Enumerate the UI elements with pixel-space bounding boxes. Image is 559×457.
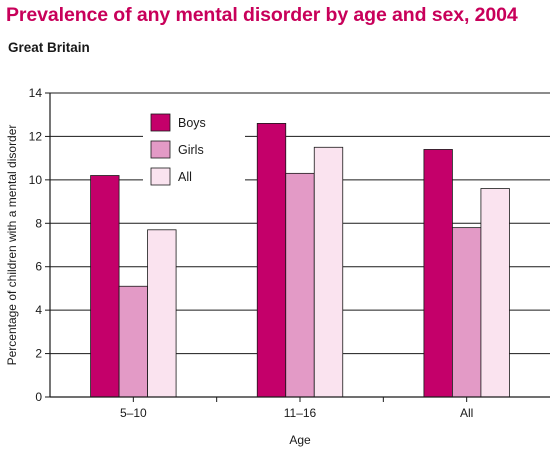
bar-all-2 (313, 146, 344, 398)
bar-boys-2 (256, 123, 287, 398)
y-tick-label: 12 (29, 129, 43, 143)
y-tick-labels: 0 2 4 6 8 10 12 14 (29, 86, 50, 404)
x-tick-label: All (460, 406, 473, 420)
legend-swatch-girls (150, 140, 171, 159)
bar-girls-3 (452, 227, 482, 398)
chart-subtitle: Great Britain (8, 40, 90, 55)
bar-boys-1 (90, 175, 120, 398)
x-tick-labels: 5–10 11–16 All (120, 397, 473, 420)
legend-label-all: All (178, 170, 192, 184)
bar-all-3 (480, 188, 510, 398)
legend-label-boys: Boys (178, 116, 206, 130)
y-tick-label: 4 (35, 303, 42, 317)
y-tick-label: 14 (29, 86, 43, 100)
y-tick-label: 2 (35, 347, 42, 361)
y-tick-label: 6 (35, 260, 42, 274)
legend-label-girls: Girls (178, 143, 204, 157)
bar-group (90, 123, 510, 398)
y-tick-label: 8 (35, 216, 42, 230)
bar-all-1 (147, 229, 177, 398)
y-axis-label: Percentage of children with a mental dis… (5, 125, 19, 366)
legend-swatch-all (150, 167, 171, 186)
legend-swatch-boys (150, 113, 171, 132)
bar-girls-1 (118, 285, 148, 398)
y-tick-label: 0 (35, 390, 42, 404)
x-axis-label: Age (289, 433, 311, 447)
chart-title: Prevalence of any mental disorder by age… (6, 4, 518, 26)
y-tick-label: 10 (29, 173, 43, 187)
x-tick-label: 11–16 (284, 406, 317, 420)
bar-girls-2 (285, 172, 315, 398)
bar-boys-3 (423, 149, 453, 398)
x-tick-label: 5–10 (120, 406, 147, 420)
legend: Boys Girls All (143, 105, 245, 193)
